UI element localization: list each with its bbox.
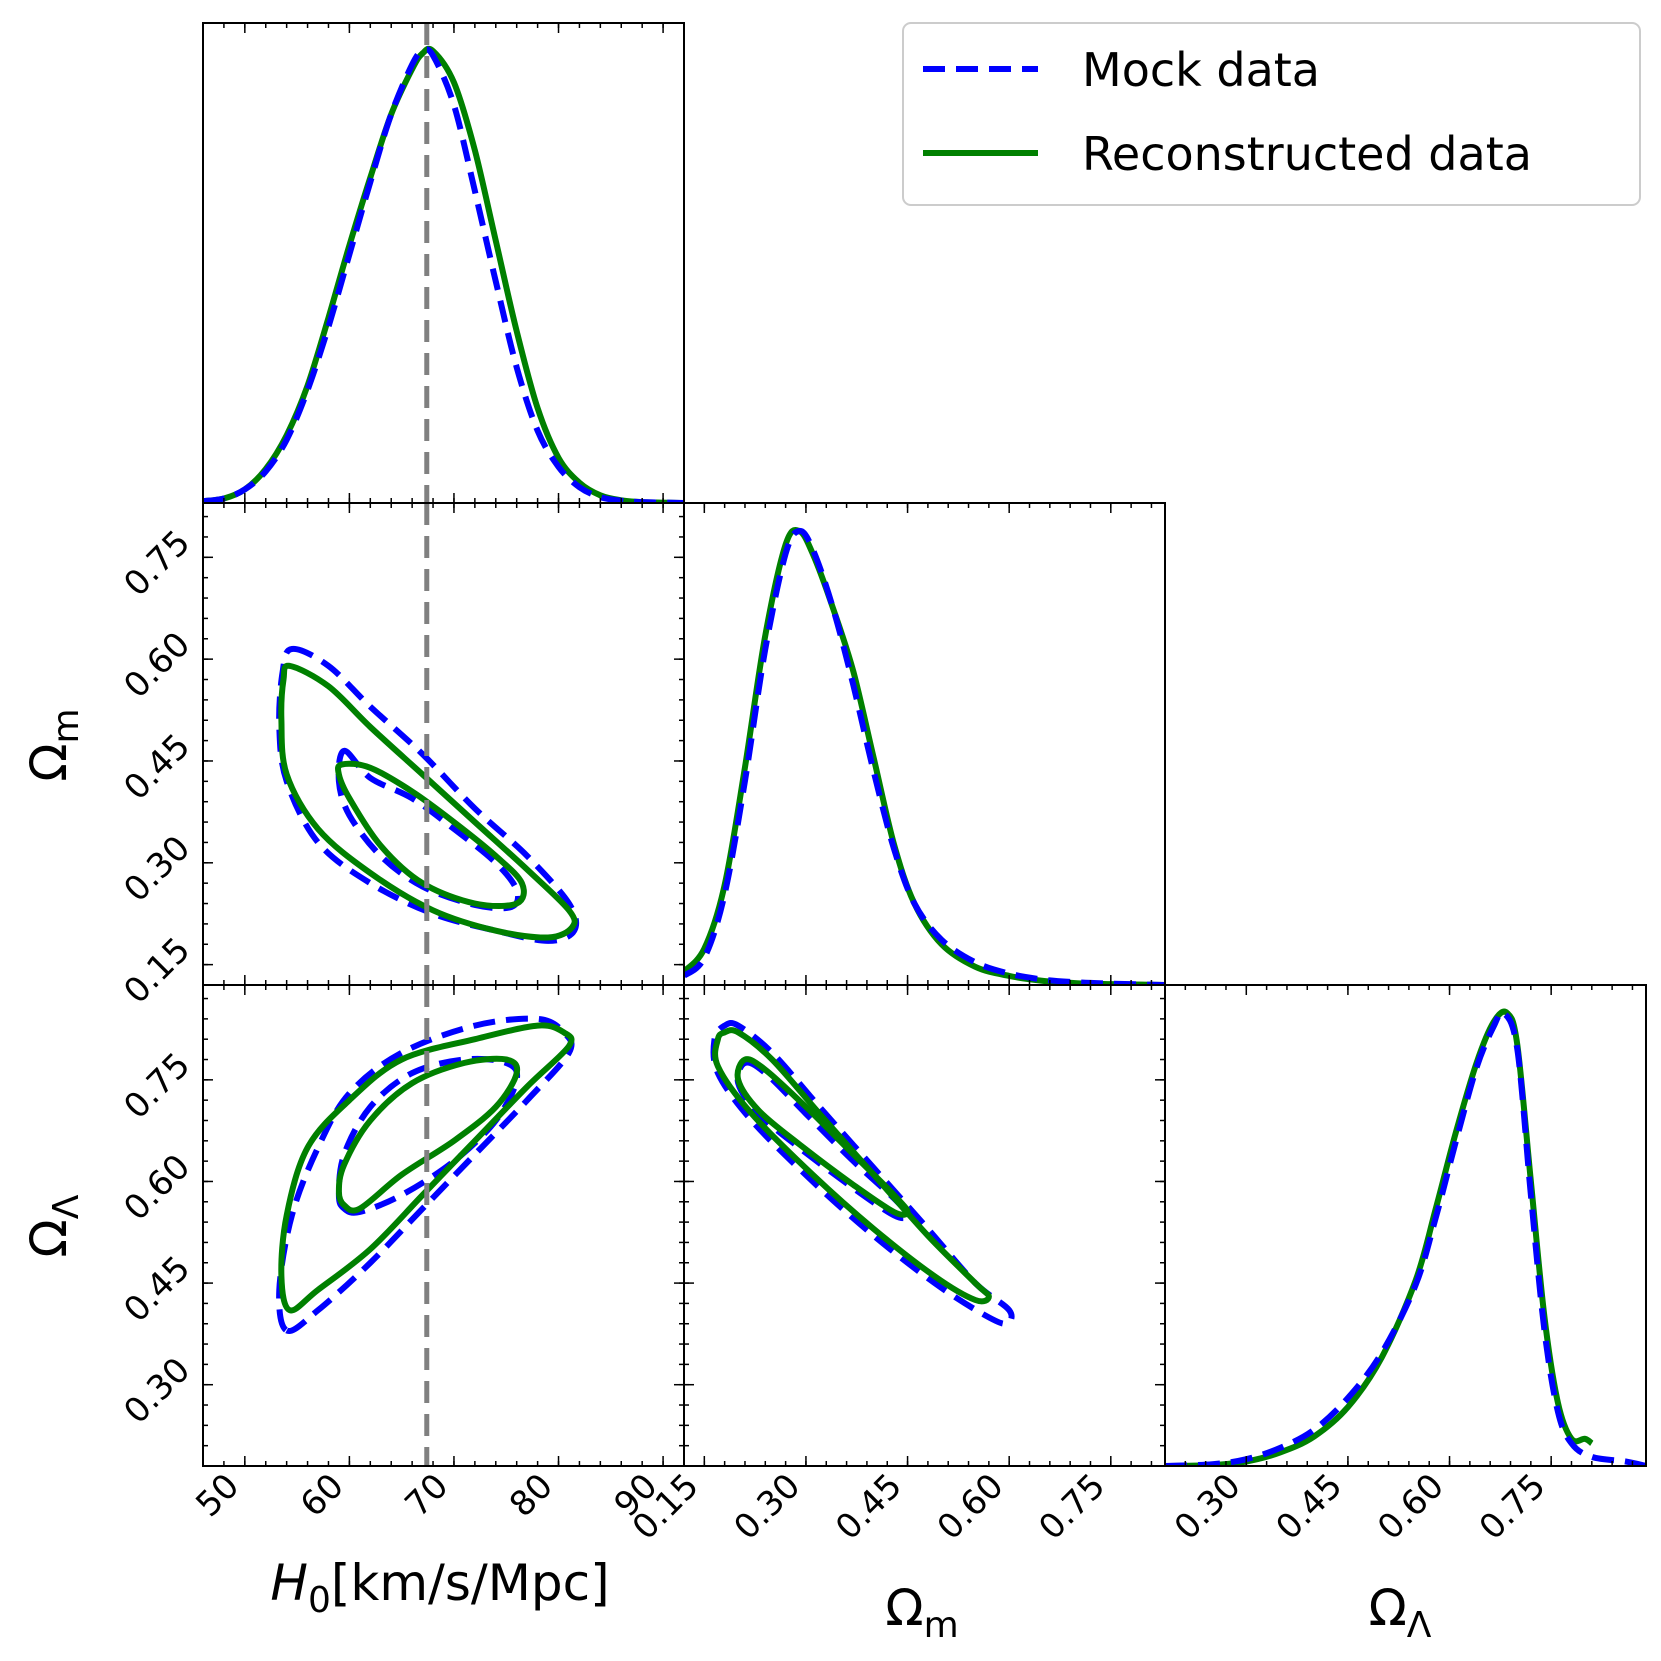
y-tick-label-Om-0: 0.15 [116,930,198,1012]
panel-frame [1164,984,1647,1467]
x-tick-label-OL-0: 0.30 [1167,1466,1249,1548]
contour-H0-OL-reconstructed-outer [278,1022,575,1314]
panel-frame [202,22,685,504]
contour-H0-OL-mock-inner [335,1055,521,1216]
panel-frame [683,984,1166,1467]
panel-content [203,23,684,503]
panel-OL-marginal: 0.30 0.45 0.60 0.75 [1164,984,1647,1548]
legend-frame [902,22,1641,206]
marginal-curve-Om-mock [684,527,1165,985]
x-axis-label-Om-symbol: Ω [885,1579,923,1637]
y-tick-label-OL-1: 0.45 [116,1248,198,1330]
y-tick-label-Om-4: 0.75 [116,523,198,605]
x-axis-label-OL: ΩΛ [1369,1579,1432,1646]
y-axis-label-OL: ΩΛ [20,1194,87,1257]
y-tick-label-OL-0: 0.30 [116,1350,198,1432]
x-tick-label-OL-1: 0.45 [1268,1466,1350,1548]
x-axis-label-H0-unit: [km/s/Mpc] [331,1554,610,1612]
panel-H0-marginal [202,22,685,504]
x-axis-label-H0: H0[km/s/Mpc] [270,1554,609,1621]
panel-frame [202,984,685,1467]
y-axis-label-Om: Ωm [20,708,87,781]
legend-reconstructed-label: Reconstructed data [1082,127,1532,181]
x-tick-label-Om-1: 0.30 [726,1466,808,1548]
panel-content [710,1020,1015,1327]
x-tick-label-OL-3: 0.75 [1472,1466,1554,1548]
x-tick-label-OL-2: 0.60 [1370,1466,1452,1548]
contour-H0-Om-reconstructed-inner [334,760,527,910]
x-axis-label-OL-subscript: Λ [1407,1605,1432,1646]
x-tick-label-Om-3: 0.60 [930,1466,1012,1548]
panel-content [276,985,575,1466]
x-tick-label-H0-2: 70 [397,1466,456,1525]
x-axis-label-OL-symbol: Ω [1369,1579,1407,1637]
x-tick-label-H0-0: 50 [188,1466,247,1525]
panel-Om-vs-OL: 0.15 0.30 0.45 0.60 0.75 [625,984,1166,1548]
contour-Om-OL-reconstructed-inner [734,1056,911,1218]
contour-H0-Om-reconstructed-outer [278,662,578,941]
y-axis-label-Om-symbol: Ω [20,743,78,781]
legend-mock-label: Mock data [1082,43,1320,97]
marginal-curve-H0-mock [203,46,684,503]
panel-H0-vs-Om: 0.15 0.30 0.45 0.60 0.75 [116,502,685,1012]
contour-H0-OL-reconstructed-inner [335,1055,521,1214]
contour-H0-OL-mock-outer [276,1015,575,1335]
x-tick-label-Om-2: 0.45 [828,1466,910,1548]
legend: Mock data Reconstructed data [902,22,1641,206]
panel-frame [683,502,1166,986]
panel-content [684,527,1165,985]
y-tick-label-OL-2: 0.60 [116,1147,198,1229]
panel-Om-marginal [683,502,1166,986]
y-axis-label-OL-subscript: Λ [46,1194,87,1219]
x-axis-label-H0-symbol: H [270,1554,308,1612]
marginal-curve-OL-mock [1165,1009,1646,1466]
contour-H0-Om-mock-outer [276,645,580,944]
x-tick-label-H0-1: 60 [293,1466,352,1525]
panel-H0-vs-OL: 50 60 70 80 900.300.450.600.75 [116,984,685,1525]
x-axis-label-Om-subscript: m [924,1605,959,1646]
y-axis-label-Om-subscript: m [46,708,87,743]
marginal-curve-OL-reconstructed [1165,1008,1594,1466]
contour-Om-OL-mock-inner [734,1059,911,1222]
contour-Om-OL-reconstructed-outer [712,1027,992,1305]
y-tick-label-Om-3: 0.60 [116,624,198,706]
panel-content [1165,1008,1646,1466]
x-axis-label-Om: Ωm [885,1579,958,1646]
marginal-curve-H0-reconstructed [203,45,684,503]
y-axis-label-OL-symbol: Ω [20,1219,78,1257]
y-tick-label-OL-3: 0.75 [116,1045,198,1127]
x-tick-label-Om-4: 0.75 [1031,1466,1113,1548]
panel-content [276,503,580,985]
x-tick-label-H0-3: 80 [502,1466,561,1525]
x-axis-label-H0-subscript: 0 [308,1580,331,1621]
y-tick-label-Om-2: 0.45 [116,726,198,808]
contour-Om-OL-mock-outer [710,1020,1015,1327]
y-tick-label-Om-1: 0.30 [116,828,198,910]
